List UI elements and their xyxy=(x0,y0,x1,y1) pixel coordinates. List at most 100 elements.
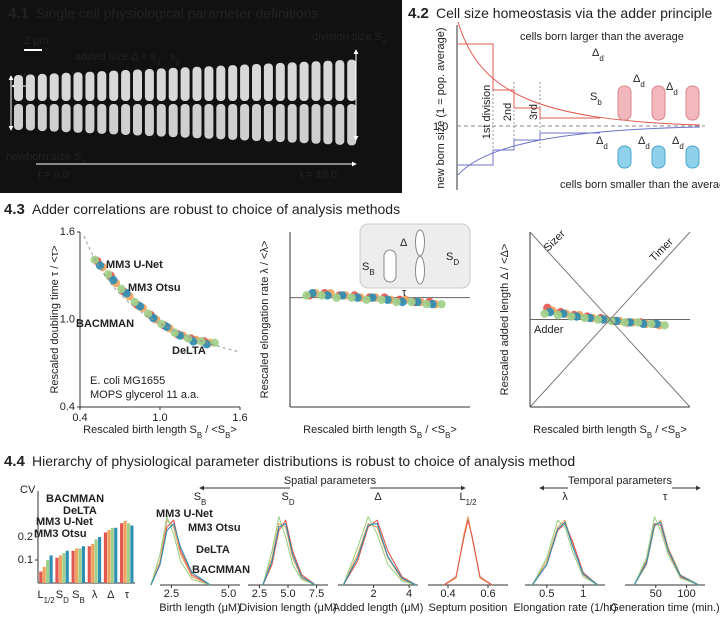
x-axis-label-part: Rescaled birth length S xyxy=(303,424,417,436)
cell-image xyxy=(275,62,285,101)
cell-image xyxy=(252,64,261,101)
cell-image xyxy=(73,72,83,101)
x-axis-label-part: B xyxy=(197,431,202,440)
panel-number: 4.3 xyxy=(4,201,25,218)
delta-label-part: d xyxy=(645,142,649,151)
cell-image xyxy=(180,104,190,138)
x-axis-label-part: / <S xyxy=(652,424,675,436)
panel-title: Adder correlations are robust to choice … xyxy=(32,201,400,217)
density-line xyxy=(531,519,599,586)
panel-title: Hierarchy of physiological parameter dis… xyxy=(32,453,575,469)
delta-label-part: Δ xyxy=(672,135,680,147)
division-label: 2nd xyxy=(502,103,514,121)
cell-image xyxy=(25,104,35,131)
density-line xyxy=(633,523,700,586)
cell-image xyxy=(14,75,23,101)
cell-image xyxy=(25,74,35,101)
cell-image xyxy=(97,71,107,101)
inset-label-part: S xyxy=(446,251,453,263)
medium-label: MOPS glycerol 11 a.a. xyxy=(90,389,199,401)
y-axis-label: Rescaled elongation rate λ / <λ> xyxy=(259,241,271,399)
y-tick-label: 1.0 xyxy=(60,314,75,326)
delta-label-part: Δ xyxy=(666,81,674,93)
inset-dividing-cell xyxy=(415,229,425,285)
density-line xyxy=(443,519,493,586)
bar xyxy=(114,527,118,583)
added-size-label-part: added size Δ = s xyxy=(75,51,157,63)
scatter-point xyxy=(323,291,332,300)
y-tick-label: 0.1 xyxy=(18,554,33,566)
scatter-point xyxy=(580,313,589,323)
density-line xyxy=(633,516,699,586)
bar xyxy=(39,571,43,583)
bar xyxy=(103,532,108,583)
legend-label: MM3 Otsu xyxy=(188,522,241,534)
density-line xyxy=(262,516,316,586)
scatter-point xyxy=(157,319,166,329)
x-tick-label: 0.4 xyxy=(440,588,455,600)
x-tick-label: 0.6 xyxy=(480,588,495,600)
scatter-point xyxy=(593,315,603,324)
newborn-size-label: newborn size Sb xyxy=(6,151,86,167)
bar xyxy=(123,520,127,583)
density-line xyxy=(531,523,599,586)
y-axis-label: new born size (1 = pop. average) xyxy=(435,27,447,188)
bar xyxy=(94,539,98,583)
delta-label-part: Δ xyxy=(638,135,646,147)
cell-image xyxy=(144,104,154,137)
delta-label: Δd xyxy=(592,47,604,63)
cell-image xyxy=(144,68,154,101)
x-tick-label-part: S xyxy=(56,589,63,601)
group-label: Temporal parameters xyxy=(568,475,672,487)
cell-image xyxy=(85,71,95,101)
x-tick-label: 1.0 xyxy=(152,412,167,424)
delta-label-part: d xyxy=(599,54,603,63)
inset-label-part: D xyxy=(453,258,459,267)
cell-image xyxy=(168,104,178,138)
time-start-label: t = 0.0' xyxy=(38,169,71,181)
division-label: 1st division xyxy=(481,85,493,139)
panel-number: 4.4 xyxy=(4,453,26,470)
delta-label-part: Δ xyxy=(592,47,600,59)
cell-image xyxy=(287,104,297,143)
density-line xyxy=(633,519,700,586)
x-tick-label: 0.5 xyxy=(539,588,554,600)
scatter-point xyxy=(183,334,193,343)
y-tick-label: 0.2 xyxy=(18,531,33,543)
x-tick-label: L1/2 xyxy=(38,589,55,605)
scatter-point xyxy=(540,309,549,318)
chart-title: SB xyxy=(194,491,207,507)
cell-image xyxy=(287,62,297,101)
cell-image xyxy=(133,69,142,101)
delta-label-part: Δ xyxy=(596,135,604,147)
cell-image xyxy=(192,104,202,139)
cell-icon xyxy=(617,85,632,121)
y-axis-label: CV xyxy=(20,484,36,496)
cell-image xyxy=(299,61,309,101)
delta-label: Δd xyxy=(666,81,678,97)
x-axis-label: Rescaled birth length SB / <SB> xyxy=(83,424,237,440)
x-tick-label: 100 xyxy=(677,588,695,600)
bar xyxy=(74,548,79,583)
density-line xyxy=(633,521,700,586)
chart-title-part: 1/2 xyxy=(466,498,477,507)
cell-image xyxy=(263,104,273,142)
strain-label: E. coli MG1655 xyxy=(90,375,165,387)
delta-label-part: d xyxy=(603,142,607,151)
density-line xyxy=(262,519,316,586)
scatter-point xyxy=(103,270,113,279)
bar xyxy=(107,530,111,583)
bar xyxy=(120,523,124,583)
chart-title: L1/2 xyxy=(459,491,476,507)
delta-label-part: d xyxy=(673,88,677,97)
x-axis-label-part: / <S xyxy=(422,424,445,436)
density-line xyxy=(150,523,211,586)
fit-curve xyxy=(83,235,241,353)
density-line xyxy=(531,519,598,586)
inset-label-part: S xyxy=(362,261,369,273)
delta-label: Δd xyxy=(638,135,650,151)
bar xyxy=(71,550,75,583)
cell-image xyxy=(168,67,178,101)
cell-image xyxy=(299,104,309,144)
timer-line xyxy=(529,231,691,408)
